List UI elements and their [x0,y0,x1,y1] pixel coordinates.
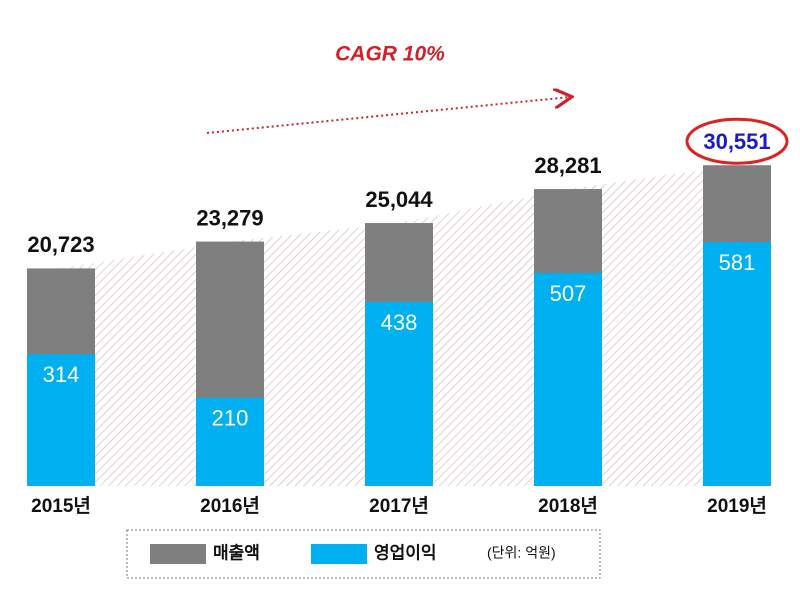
profit-bar [534,273,602,486]
legend-box [126,529,601,579]
legend-label: 매출액 [213,543,260,562]
profit-label: 210 [212,406,249,431]
x-tick-label: 2017년 [369,495,429,517]
trend-arrow [206,97,570,134]
legend-swatch [150,544,206,564]
profit-bar [196,397,264,486]
revenue-label: 25,044 [365,187,433,212]
profit-label: 438 [381,310,418,335]
profit-bar [703,241,771,486]
x-tick-label: 2016년 [200,495,260,517]
x-tick-label: 2018년 [538,495,598,517]
highlight-circle [685,117,789,165]
profit-label: 581 [719,250,756,275]
profit-label: 507 [550,281,587,306]
unit-note: (단위: 억원) [487,545,556,561]
legend-swatch [311,544,367,564]
revenue-label: 30,551 [703,129,770,154]
legend-label: 영업이익 [374,543,437,562]
revenue-label: 28,281 [534,153,601,178]
revenue-label: 23,279 [196,205,263,230]
x-tick-label: 2015년 [31,495,91,517]
profit-label: 314 [43,362,80,387]
x-tick-label: 2019년 [707,495,767,517]
profit-bar [365,302,433,486]
profit-bar [27,354,95,486]
cagr-annotation: CAGR 10% [335,43,445,66]
revenue-label: 20,723 [27,232,94,257]
